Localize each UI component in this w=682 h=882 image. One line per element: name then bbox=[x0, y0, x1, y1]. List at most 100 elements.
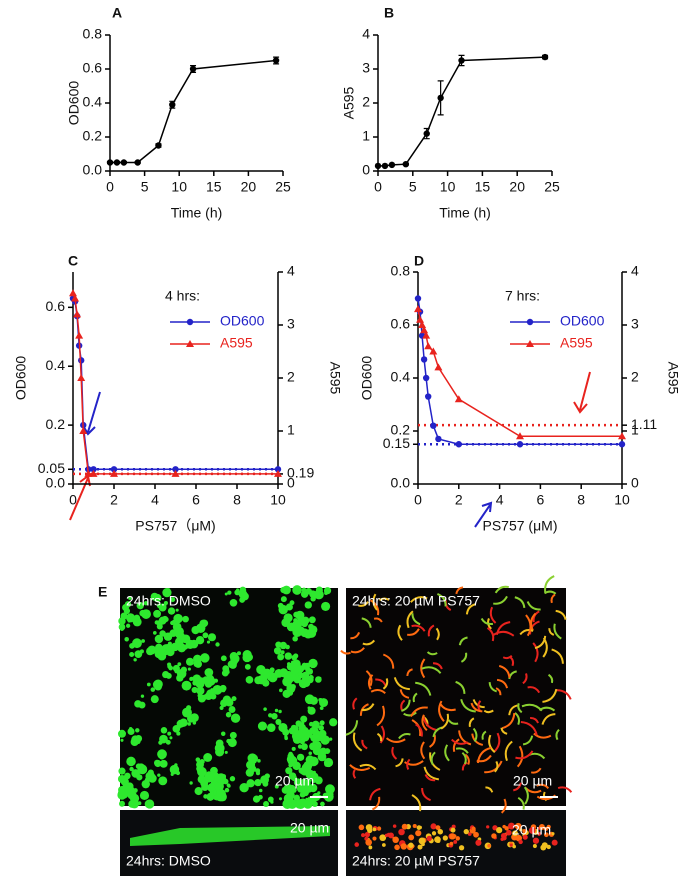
cell-3d bbox=[543, 832, 549, 838]
x-tick-label: 20 bbox=[509, 179, 525, 195]
biofilm bbox=[286, 622, 296, 632]
marker bbox=[422, 374, 430, 382]
cell bbox=[460, 652, 468, 663]
cell-3d bbox=[354, 842, 360, 847]
legend-label: A595 bbox=[220, 335, 253, 351]
legend-title: 7 hrs: bbox=[505, 288, 540, 304]
cell-3d bbox=[543, 826, 549, 832]
cell bbox=[421, 666, 442, 674]
cell-3d bbox=[506, 829, 512, 836]
cell bbox=[378, 597, 390, 602]
marker bbox=[272, 57, 280, 64]
cell-3d bbox=[367, 827, 373, 834]
biofilm bbox=[172, 622, 182, 632]
biofilm bbox=[227, 660, 236, 669]
biofilm bbox=[322, 792, 329, 800]
cell bbox=[476, 746, 492, 764]
y-tick-label: 0.4 bbox=[391, 369, 411, 385]
y-tick-label: 0.2 bbox=[46, 416, 66, 432]
cell-3d bbox=[401, 823, 408, 830]
cell-3d bbox=[368, 845, 373, 850]
cell-3d bbox=[449, 833, 456, 840]
biofilm bbox=[200, 653, 210, 663]
cell bbox=[530, 612, 537, 631]
biofilm bbox=[152, 631, 157, 635]
scale-label: 20 µm bbox=[290, 820, 329, 836]
marker bbox=[434, 363, 443, 371]
cell bbox=[517, 796, 525, 810]
x-tick-label: 0 bbox=[374, 179, 382, 195]
biofilm bbox=[289, 600, 295, 606]
biofilm bbox=[213, 782, 221, 790]
cell bbox=[424, 774, 436, 782]
cell bbox=[395, 758, 404, 768]
cell bbox=[484, 760, 503, 774]
cell bbox=[352, 697, 358, 710]
biofilm bbox=[134, 650, 143, 659]
biofilm bbox=[120, 738, 124, 742]
biofilm bbox=[150, 695, 159, 704]
marker bbox=[169, 101, 176, 108]
legend-title: 4 hrs: bbox=[165, 288, 200, 304]
marker bbox=[424, 342, 433, 350]
cell bbox=[430, 751, 436, 766]
cell-3d bbox=[551, 832, 555, 836]
biofilm bbox=[157, 773, 161, 777]
cell bbox=[345, 720, 359, 736]
biofilm bbox=[319, 706, 324, 711]
biofilm bbox=[319, 698, 329, 708]
cell-3d bbox=[475, 839, 482, 846]
cell bbox=[455, 586, 464, 595]
biofilm bbox=[174, 629, 184, 639]
cell-3d bbox=[449, 841, 454, 846]
cell bbox=[371, 796, 381, 811]
cell-3d bbox=[442, 835, 448, 841]
biofilm bbox=[128, 800, 137, 808]
cell bbox=[525, 614, 532, 637]
biofilm bbox=[137, 763, 145, 771]
biofilm bbox=[236, 651, 242, 656]
biofilm bbox=[124, 636, 129, 642]
biofilm bbox=[300, 715, 308, 723]
biofilm bbox=[129, 643, 135, 649]
biofilm bbox=[246, 779, 255, 788]
biofilm bbox=[282, 585, 291, 595]
biofilm bbox=[274, 669, 282, 677]
biofilm bbox=[172, 664, 180, 672]
cell bbox=[522, 673, 528, 685]
cell-3d bbox=[365, 839, 373, 846]
caption: 24hrs: DMSO bbox=[126, 853, 211, 869]
biofilm bbox=[324, 591, 328, 595]
biofilm bbox=[321, 601, 331, 611]
marker bbox=[541, 53, 549, 61]
biofilm bbox=[189, 639, 199, 649]
biofilm bbox=[280, 596, 287, 603]
biofilm bbox=[309, 797, 316, 804]
cell bbox=[438, 700, 445, 722]
marker bbox=[89, 469, 98, 477]
cell bbox=[493, 732, 501, 753]
marker bbox=[420, 356, 428, 363]
cell bbox=[401, 699, 411, 712]
panel-label: E bbox=[98, 584, 107, 600]
cell bbox=[361, 617, 372, 628]
biofilm bbox=[169, 736, 173, 740]
biofilm bbox=[278, 797, 283, 801]
y-tick-label: 1 bbox=[362, 128, 370, 144]
biofilm bbox=[295, 610, 305, 620]
cell-3d bbox=[458, 845, 465, 851]
cell bbox=[421, 714, 428, 732]
biofilm bbox=[135, 728, 140, 733]
biofilm bbox=[301, 616, 310, 625]
cell bbox=[489, 606, 497, 624]
cell bbox=[481, 730, 487, 740]
biofilm bbox=[176, 616, 183, 622]
biofilm bbox=[280, 650, 285, 655]
biofilm bbox=[221, 774, 227, 779]
y-tick-label: 2 bbox=[362, 94, 370, 110]
biofilm bbox=[126, 756, 136, 767]
cell-3d bbox=[504, 826, 509, 831]
y-tick-label: 0.8 bbox=[391, 263, 411, 279]
x-tick-label: 0 bbox=[106, 179, 114, 195]
cell bbox=[369, 787, 381, 801]
